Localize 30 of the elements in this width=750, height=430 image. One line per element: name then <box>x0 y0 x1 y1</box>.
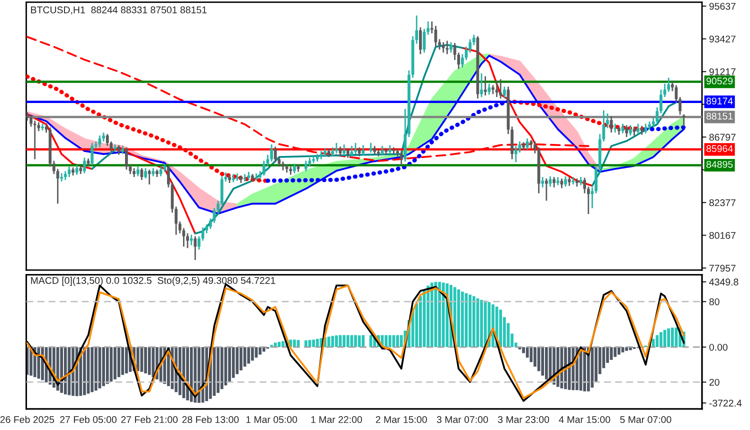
y-tick-label: 93427 <box>709 36 736 42</box>
x-tick-label: 1 Mar 22:00 <box>311 416 362 424</box>
x-tick-label: 5 Mar 07:00 <box>620 416 672 424</box>
chart-title: MACD [0](13,50) 0.0 1032.5 Sto(9,2,5) 49.3080 54.7221 <box>31 276 276 286</box>
x-tick-label: 28 Feb 13:00 <box>182 416 239 424</box>
ref-line-label: 84895 <box>706 160 733 168</box>
ref-line-label: 90529 <box>706 78 733 84</box>
x-tick-label: 26 Feb 2025 <box>0 416 54 424</box>
y-tick-label: -3722.4 <box>709 400 742 407</box>
x-tick-label: 27 Feb 21:00 <box>121 416 178 424</box>
y-tick-label: 95637 <box>709 2 736 10</box>
x-tick-label: 2 Mar 15:00 <box>376 416 427 424</box>
x-tick-label: 3 Mar 23:00 <box>498 416 550 424</box>
x-tick-label: 3 Mar 07:00 <box>436 416 488 424</box>
y-tick-label: 82377 <box>709 199 736 206</box>
x-tick-label: 27 Feb 05:00 <box>60 416 117 424</box>
ref-line-label: 89174 <box>706 98 733 104</box>
y-tick-label: 0.00 <box>709 344 728 351</box>
y-tick-label: 80167 <box>709 232 736 239</box>
y2-tick-label: 80 <box>709 298 720 306</box>
ref-line-label: 88151 <box>706 112 733 120</box>
y-tick-label: 86797 <box>709 134 736 141</box>
y-tick-label: 91217 <box>709 68 736 76</box>
ref-line-label: 85964 <box>706 145 733 152</box>
y-tick-label: 77957 <box>709 264 736 272</box>
y-tick-label: 4349.8 <box>709 278 738 286</box>
y2-tick-label: 20 <box>709 378 720 386</box>
x-tick-label: 1 Mar 05:00 <box>246 416 298 424</box>
x-tick-label: 4 Mar 15:00 <box>558 416 610 424</box>
chart-title: BTCUSD,H1 88244 88331 87501 88151 <box>31 6 207 14</box>
